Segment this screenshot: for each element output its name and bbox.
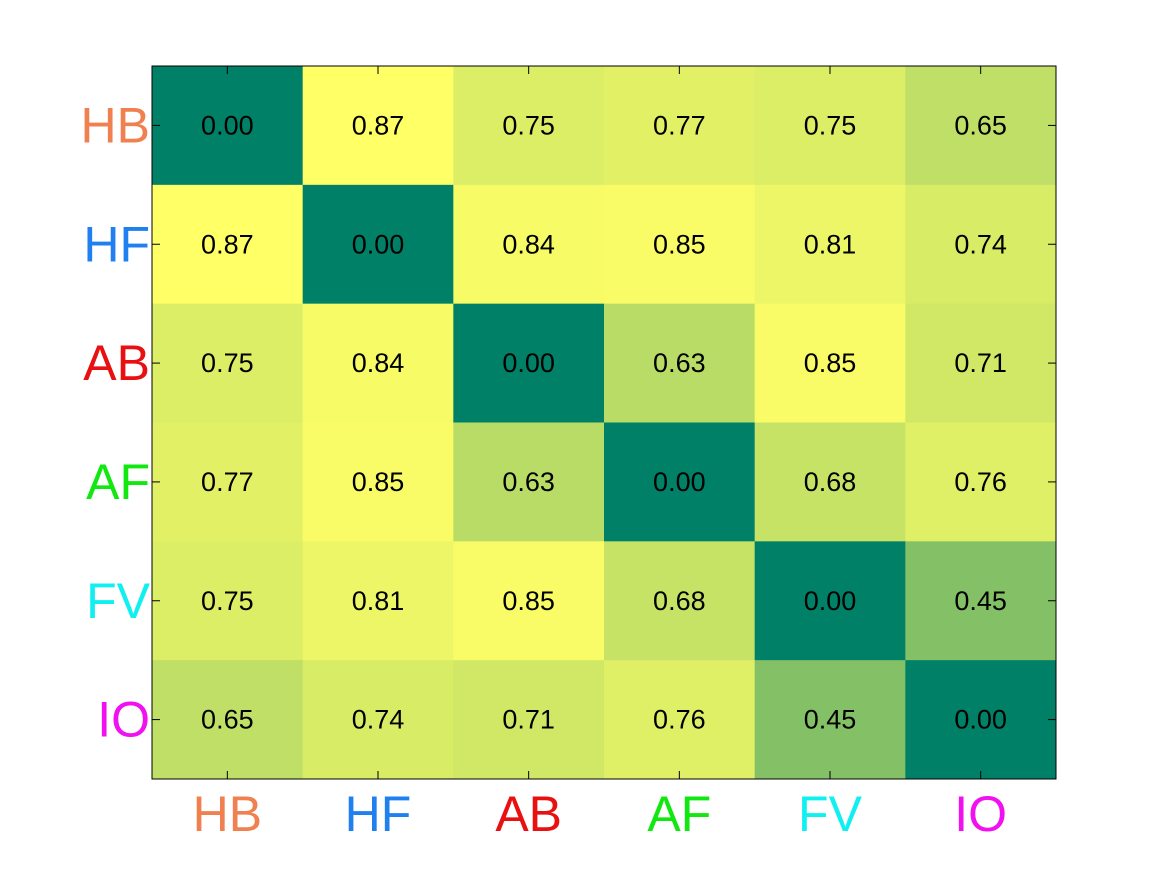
cell-value-label: 0.63	[502, 467, 555, 497]
x-tick-label: AB	[495, 786, 562, 842]
heatmap-cell	[905, 422, 1057, 542]
cell-value-label: 0.63	[653, 348, 706, 378]
y-tick-label: FV	[86, 573, 151, 629]
cell-value-label: 0.85	[502, 586, 555, 616]
heatmap-cell	[302, 660, 454, 780]
cell-value-label: 0.65	[954, 110, 1007, 140]
cell-value-label: 0.00	[352, 229, 405, 259]
cell-value-label: 0.68	[653, 586, 706, 616]
ticks-layer	[152, 66, 1056, 779]
heatmap-cell	[754, 422, 906, 542]
heatmap-cell	[905, 541, 1057, 661]
heatmap-cell	[604, 422, 756, 542]
x-tick-label: AF	[647, 786, 711, 842]
heatmap-cell	[152, 660, 304, 780]
cell-value-label: 0.85	[352, 467, 405, 497]
heatmap-cell	[453, 303, 605, 423]
heatmap-cell	[152, 303, 304, 423]
heatmap-cell	[905, 303, 1057, 423]
heatmap-cell	[302, 66, 454, 186]
x-tick-label: IO	[954, 786, 1007, 842]
heatmap-cell	[754, 541, 906, 661]
cell-value-label: 0.00	[954, 705, 1007, 735]
y-tick-label: AB	[83, 335, 150, 391]
heatmap-cell	[453, 660, 605, 780]
cell-value-label: 0.74	[954, 229, 1007, 259]
heatmap-cell	[453, 541, 605, 661]
cell-value-label: 0.00	[804, 586, 857, 616]
y-tick-label: IO	[97, 692, 150, 748]
heatmap-cell	[152, 66, 304, 186]
heatmap-cell	[302, 541, 454, 661]
heatmap-cell	[453, 184, 605, 305]
heatmap-cell	[754, 660, 906, 780]
heatmap-cell	[905, 66, 1057, 186]
cell-value-label: 0.87	[201, 229, 254, 259]
values-layer: 0.00 0.87 0.75 0.77 0.75 0.65 0.87 0.00 0.84 0.85…	[201, 110, 1007, 734]
cell-value-label: 0.71	[954, 348, 1007, 378]
heatmap-cell	[453, 422, 605, 542]
cell-value-label: 0.87	[352, 110, 405, 140]
heatmap-cell	[152, 422, 304, 542]
cell-value-label: 0.00	[502, 348, 555, 378]
cell-value-label: 0.45	[954, 586, 1007, 616]
cell-value-label: 0.77	[201, 467, 254, 497]
y-tick-labels: HB HF AB AF FV IO	[81, 97, 151, 747]
plot-frame	[151, 65, 1057, 780]
y-tick-label: HF	[83, 216, 150, 272]
heatmap-cell	[604, 184, 756, 305]
cells-layer	[152, 66, 1057, 780]
cell-value-label: 0.84	[352, 348, 405, 378]
cell-value-label: 0.84	[502, 229, 555, 259]
y-tick-label: HB	[81, 97, 150, 153]
heatmap-cell	[754, 66, 906, 186]
x-tick-label: HF	[345, 786, 412, 842]
cell-value-label: 0.00	[201, 110, 254, 140]
heatmap-cell	[754, 184, 906, 305]
cell-value-label: 0.75	[201, 348, 254, 378]
x-tick-labels: HB HF AB AF FV IO	[193, 786, 1007, 842]
cell-value-label: 0.81	[804, 229, 857, 259]
heatmap-cell	[604, 541, 756, 661]
cell-value-label: 0.65	[201, 705, 254, 735]
heatmap-cell	[905, 660, 1057, 780]
heatmap-cell	[152, 184, 304, 305]
cell-value-label: 0.71	[502, 705, 555, 735]
cell-value-label: 0.81	[352, 586, 405, 616]
cell-value-label: 0.75	[804, 110, 857, 140]
heatmap-cell	[754, 303, 906, 423]
heatmap-cell	[152, 541, 304, 661]
cell-value-label: 0.75	[201, 586, 254, 616]
heatmap-cell	[604, 660, 756, 780]
cell-value-label: 0.74	[352, 705, 405, 735]
heatmap-cell	[302, 303, 454, 423]
cell-value-label: 0.77	[653, 110, 706, 140]
x-tick-label: FV	[798, 786, 863, 842]
cell-value-label: 0.85	[653, 229, 706, 259]
heatmap-cell	[302, 422, 454, 542]
y-tick-label: AF	[86, 454, 150, 510]
cell-value-label: 0.45	[804, 705, 857, 735]
heatmap-cell	[302, 184, 454, 305]
heatmap-cell	[604, 66, 756, 186]
heatmap-cell	[453, 66, 605, 186]
cell-value-label: 0.00	[653, 467, 706, 497]
cell-value-label: 0.68	[804, 467, 857, 497]
cell-value-label: 0.85	[804, 348, 857, 378]
heatmap-cell	[604, 303, 756, 423]
heatmap-cell	[905, 184, 1057, 305]
x-tick-label: HB	[193, 786, 262, 842]
cell-value-label: 0.76	[954, 467, 1007, 497]
cell-value-label: 0.76	[653, 705, 706, 735]
cell-value-label: 0.75	[502, 110, 555, 140]
